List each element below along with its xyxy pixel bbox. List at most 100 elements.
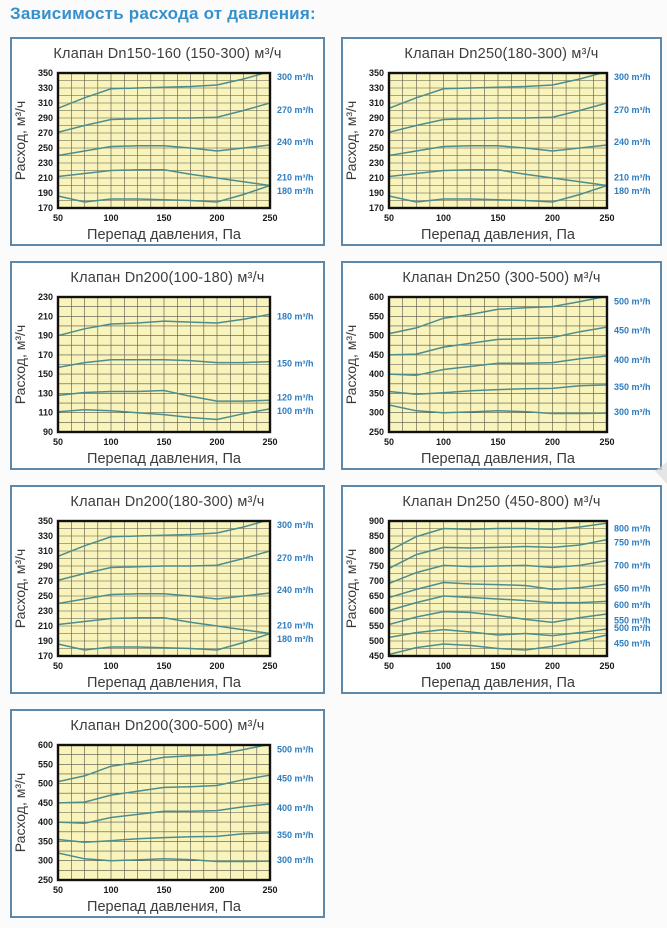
chart-title: Клапан Dn200(300-500) м³/ч [70,718,265,734]
svg-text:500 m³/h: 500 m³/h [614,297,651,307]
svg-text:170: 170 [369,203,384,213]
svg-text:150: 150 [156,213,171,223]
svg-text:250: 250 [369,427,384,437]
svg-text:200: 200 [209,213,224,223]
svg-text:350: 350 [38,68,53,78]
svg-text:350 m³/h: 350 m³/h [614,382,651,392]
svg-text:250: 250 [369,143,384,153]
svg-text:50: 50 [53,437,63,447]
svg-text:330: 330 [369,83,384,93]
svg-text:750: 750 [369,561,384,571]
series-line [389,522,607,552]
series-line [58,169,270,187]
svg-text:50: 50 [53,661,63,671]
series-line [58,184,270,203]
svg-text:350: 350 [38,836,53,846]
series-line [58,852,270,863]
svg-text:450: 450 [369,651,384,661]
svg-text:100 m³/h: 100 m³/h [277,406,314,416]
svg-text:650 m³/h: 650 m³/h [614,584,651,594]
svg-text:230: 230 [38,606,53,616]
svg-text:650: 650 [369,591,384,601]
svg-text:150: 150 [156,437,171,447]
svg-text:130: 130 [38,388,53,398]
svg-text:150: 150 [156,661,171,671]
svg-text:400 m³/h: 400 m³/h [277,803,314,813]
svg-text:300 m³/h: 300 m³/h [614,407,651,417]
page-title: Зависимость расхода от давления: [10,4,316,23]
svg-text:210 m³/h: 210 m³/h [277,172,314,182]
svg-text:250: 250 [262,213,277,223]
series-line [58,550,270,582]
svg-text:100: 100 [436,661,451,671]
series-line [389,297,607,335]
chart-canvas: 250 300 350 400 450 500 550 600 50 100 150 200 250 50… [12,740,323,916]
svg-text:550: 550 [369,311,384,321]
chart-canvas: 170 190 210 230 250 270 290 310 330 350 50 100 150 20… [12,68,323,244]
series-line [58,313,270,337]
svg-text:270: 270 [38,128,53,138]
svg-text:210: 210 [38,311,53,321]
svg-text:190: 190 [38,188,53,198]
svg-text:230: 230 [38,158,53,168]
svg-text:850: 850 [369,531,384,541]
svg-text:200: 200 [545,213,560,223]
chart-canvas: 250 300 350 400 450 500 550 600 50 100 150 200 250 50… [343,292,660,468]
svg-text:50: 50 [53,213,63,223]
svg-text:Расход, м³/ч: Расход, м³/ч [343,325,359,404]
svg-text:230: 230 [369,158,384,168]
svg-text:Расход, м³/ч: Расход, м³/ч [343,101,359,180]
svg-text:550 m³/h: 550 m³/h [614,616,651,626]
svg-text:210: 210 [369,173,384,183]
panel-dn250-180-300: Клапан Dn250(180-300) м³/ч 170 190 210 230 2… [341,37,662,246]
chart-title: Клапан Dn250 (450-800) м³/ч [402,494,601,510]
svg-text:50: 50 [384,437,394,447]
svg-text:700 m³/h: 700 m³/h [614,560,651,570]
svg-text:290: 290 [38,561,53,571]
mouse-cursor-artifact [655,462,667,484]
svg-text:210: 210 [38,621,53,631]
series-line [389,610,607,626]
svg-text:350: 350 [369,68,384,78]
series-line [389,355,607,377]
svg-text:210: 210 [38,173,53,183]
svg-text:270 m³/h: 270 m³/h [614,105,651,115]
svg-text:100: 100 [103,213,118,223]
chart-canvas: 170 190 210 230 250 270 290 310 330 350 50 100 150 20… [12,516,323,692]
series-line [389,538,607,570]
svg-text:200: 200 [209,661,224,671]
svg-text:100: 100 [103,885,118,895]
svg-text:180 m³/h: 180 m³/h [277,186,314,196]
svg-text:250: 250 [262,437,277,447]
svg-text:150: 150 [490,661,505,671]
svg-text:300: 300 [369,408,384,418]
svg-text:180 m³/h: 180 m³/h [614,186,651,196]
svg-text:190: 190 [38,636,53,646]
svg-text:150 m³/h: 150 m³/h [277,359,314,369]
series-line [389,628,607,639]
svg-text:Перепад давления, Па: Перепад давления, Па [87,899,242,915]
svg-text:300 m³/h: 300 m³/h [277,72,314,82]
panel-dn150-160-150-300: Клапан Dn150-160 (150-300) м³/ч 170 190 21… [10,37,325,246]
svg-text:190: 190 [38,331,53,341]
svg-text:270: 270 [369,128,384,138]
svg-text:300 m³/h: 300 m³/h [614,72,651,82]
svg-text:400: 400 [38,817,53,827]
svg-text:180 m³/h: 180 m³/h [277,311,314,321]
svg-text:350: 350 [38,516,53,526]
series-line [58,521,268,557]
svg-text:550: 550 [369,621,384,631]
svg-text:200: 200 [545,437,560,447]
panel-dn200-100-180: Клапан Dn200(100-180) м³/ч 90 110 130 150 17… [10,261,325,470]
svg-text:450: 450 [369,350,384,360]
series-line [58,358,270,369]
svg-text:100: 100 [436,437,451,447]
series-line [58,592,270,605]
series-line [58,389,270,402]
series-line [58,102,270,134]
svg-text:Расход, м³/ч: Расход, м³/ч [12,549,28,628]
svg-text:240 m³/h: 240 m³/h [277,137,314,147]
series-line [389,184,607,203]
series-line [389,559,607,585]
svg-text:Перепад давления, Па: Перепад давления, Па [421,227,576,243]
